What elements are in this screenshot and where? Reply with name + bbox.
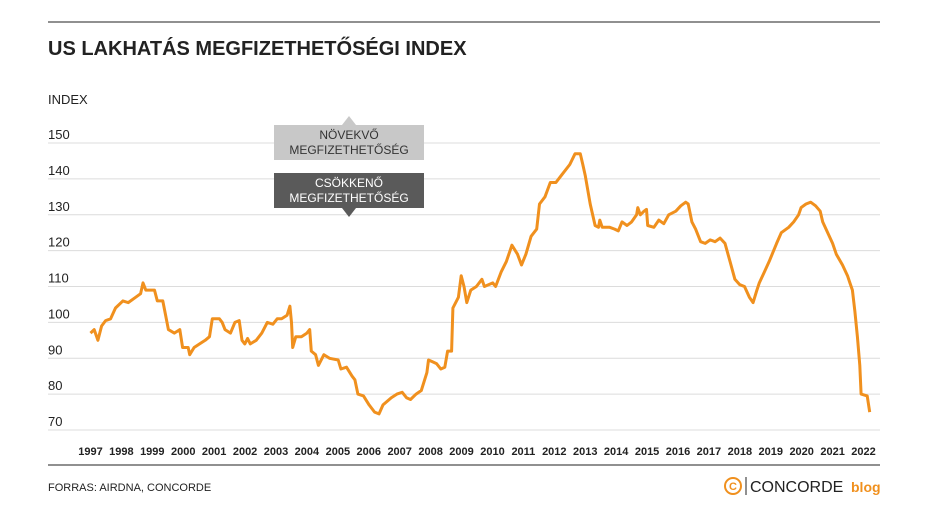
y-tick-label: 120: [48, 235, 70, 250]
x-tick-label: 2010: [480, 446, 504, 458]
x-tick-label: 2018: [728, 446, 752, 458]
x-tick-label: 2013: [573, 446, 597, 458]
x-tick-label: 2000: [171, 446, 195, 458]
annotation-text: NÖVEKVŐ: [319, 127, 378, 142]
y-tick-label: 150: [48, 127, 70, 142]
annotation-box: [274, 173, 424, 208]
x-tick-label: 2021: [820, 446, 844, 458]
source: FORRAS: AIRDNA, CONCORDE: [48, 482, 211, 494]
annotation-box: [274, 125, 424, 160]
y-tick-label: 110: [48, 271, 69, 286]
annotation-text: MEGFIZETHETŐSÉG: [289, 142, 408, 157]
chart-title: US LAKHATÁS MEGFIZETHETŐSÉGI INDEX: [48, 37, 467, 60]
x-tick-label: 1998: [109, 446, 133, 458]
annotation-text: CSÖKKENŐ: [315, 175, 383, 190]
annotation-arrow: [342, 116, 356, 125]
data-line: [89, 152, 872, 416]
x-tick-label: 2020: [789, 446, 813, 458]
x-tick-label: 2019: [759, 446, 783, 458]
x-tick-label: 2004: [295, 446, 320, 458]
logo-name: CONCORDE: [750, 479, 843, 496]
logo-suffix: blog: [851, 479, 881, 495]
x-tick-label: 2007: [387, 446, 411, 458]
x-tick-label: 2005: [326, 446, 350, 458]
x-tick-label: 2011: [511, 446, 535, 458]
annotation-text: MEGFIZETHETŐSÉG: [289, 190, 408, 205]
x-tick-label: 2003: [264, 446, 288, 458]
x-tick-label: 2008: [418, 446, 442, 458]
y-tick-label: 140: [48, 163, 70, 178]
y-tick-label: 70: [48, 414, 62, 429]
x-tick-label: 2017: [697, 446, 721, 458]
logo-mark: C: [729, 481, 737, 493]
y-tick-label: 130: [48, 199, 70, 214]
x-tick-label: 2014: [604, 446, 629, 458]
x-tick-label: 2016: [666, 446, 690, 458]
x-tick-label: 2006: [357, 446, 381, 458]
x-tick-label: 2001: [202, 446, 226, 458]
y-tick-label: 80: [48, 378, 62, 393]
x-tick-label: 1997: [78, 446, 102, 458]
x-tick-label: 1999: [140, 446, 164, 458]
x-tick-label: 2009: [449, 446, 473, 458]
y-tick-label: 90: [48, 342, 62, 357]
x-tick-label: 2002: [233, 446, 257, 458]
y-tick-label: 100: [48, 306, 70, 321]
logo-circle: [724, 477, 742, 495]
y-axis-label: INDEX: [48, 92, 88, 107]
annotation-arrow: [342, 208, 356, 217]
x-tick-label: 2012: [542, 446, 566, 458]
x-tick-label: 2022: [851, 446, 875, 458]
x-tick-label: 2015: [635, 446, 659, 458]
